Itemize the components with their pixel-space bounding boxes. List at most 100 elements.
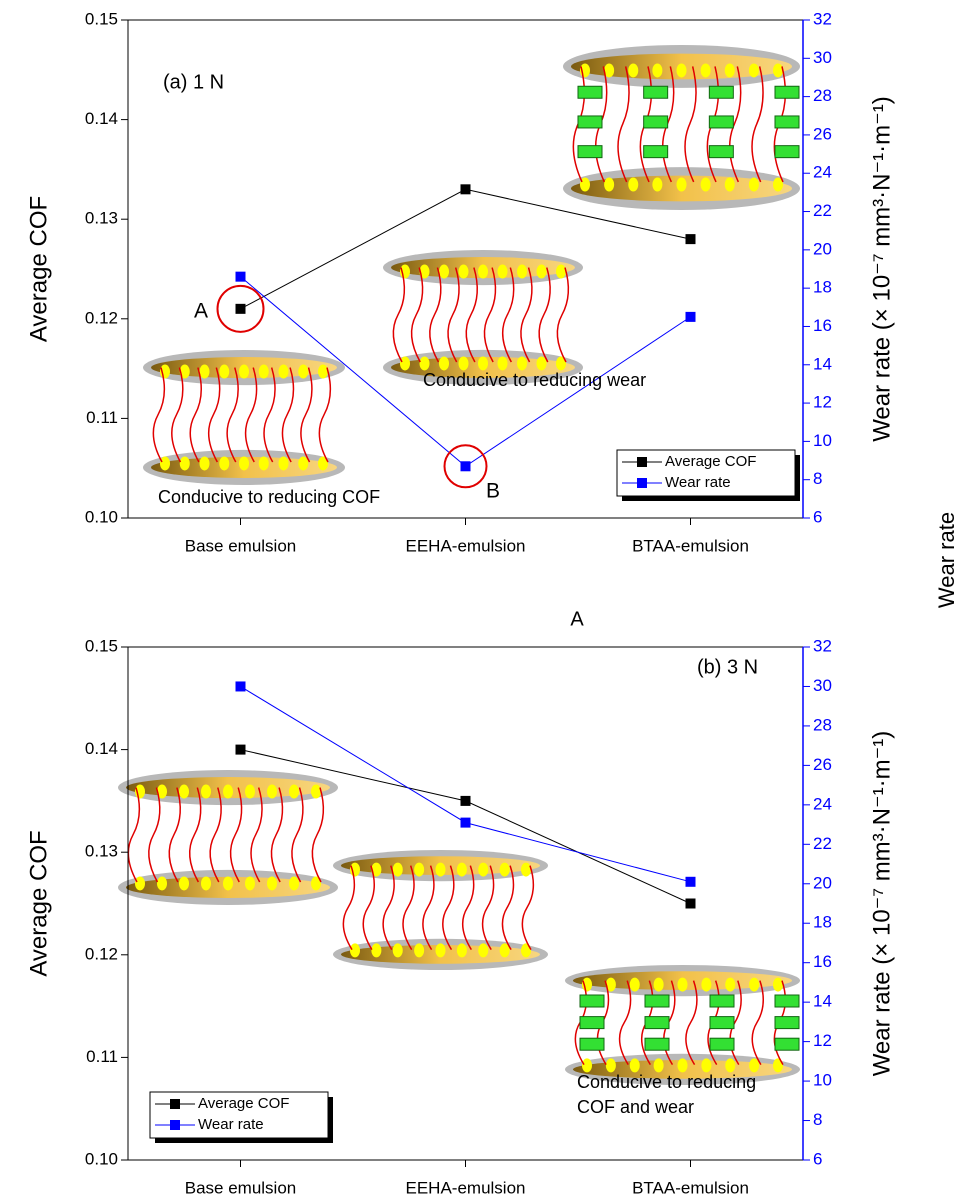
y-tick-label: 0.14	[85, 739, 118, 758]
y2-tick-label: 12	[813, 393, 832, 412]
molecule-head	[582, 1058, 592, 1072]
annotation: Conducive to reducing COF	[158, 487, 380, 507]
molecule-head	[749, 1058, 759, 1072]
molecule-head	[459, 265, 469, 279]
molecule-head	[439, 265, 449, 279]
chain	[557, 268, 568, 363]
molecule-head	[393, 943, 403, 957]
marker	[686, 899, 696, 909]
molecule-head	[725, 1058, 735, 1072]
legend-label: Average COF	[198, 1095, 289, 1112]
ring	[645, 1017, 669, 1029]
molecule-head	[701, 63, 711, 77]
x-tick-label: BTAA-emulsion	[632, 1178, 749, 1197]
molecule-head	[498, 265, 508, 279]
ring	[580, 1017, 604, 1029]
ring	[644, 116, 668, 128]
molecule-head	[259, 456, 269, 470]
figure: A Wear rate 0.100.110.120.130.140.156810…	[0, 0, 962, 1199]
molecule-head	[311, 785, 321, 799]
legend-label: Average COF	[665, 453, 756, 470]
molecule-head	[298, 365, 308, 379]
legend-marker	[637, 457, 647, 467]
molecule-head	[701, 978, 711, 992]
molecule-head	[701, 1058, 711, 1072]
molecule-head	[436, 943, 446, 957]
panel-title: (b) 3 N	[697, 656, 758, 678]
y2-tick-label: 18	[813, 913, 832, 932]
molecule-head	[459, 356, 469, 370]
molecule-head	[420, 356, 430, 370]
chain	[312, 788, 323, 883]
y2-tick-label: 8	[813, 1110, 822, 1129]
ring	[775, 1038, 799, 1050]
chain	[319, 368, 330, 463]
legend-label: Wear rate	[198, 1116, 264, 1133]
molecule-head	[773, 63, 783, 77]
y-tick-label: 0.12	[85, 308, 118, 327]
ring	[775, 146, 799, 158]
molecule-head	[279, 456, 289, 470]
chain	[149, 788, 160, 883]
y2-tick-label: 28	[813, 86, 832, 105]
molecule-head	[652, 178, 662, 192]
molecule-head	[219, 365, 229, 379]
molecule-head	[267, 876, 277, 890]
ring	[580, 995, 604, 1007]
chain	[292, 788, 303, 883]
ring	[775, 995, 799, 1007]
chain	[752, 981, 763, 1065]
molecule-head	[179, 876, 189, 890]
ring	[644, 146, 668, 158]
y2-tick-label: 14	[813, 992, 832, 1011]
y2-tick-label: 6	[813, 1149, 822, 1168]
ring	[710, 1038, 734, 1050]
molecule-head	[259, 365, 269, 379]
ring	[578, 86, 602, 98]
molecule-head	[200, 365, 210, 379]
chain	[522, 866, 533, 950]
y-tick-label: 0.10	[85, 1149, 118, 1168]
y2-tick-label: 22	[813, 201, 832, 220]
molecule-head	[517, 265, 527, 279]
molecule-head	[201, 785, 211, 799]
ring	[775, 86, 799, 98]
molecule-head	[135, 876, 145, 890]
ring	[578, 116, 602, 128]
molecule-head	[478, 863, 488, 877]
ring	[775, 116, 799, 128]
illustration	[333, 850, 548, 970]
y2-tick-label: 26	[813, 755, 832, 774]
molecule-head	[521, 943, 531, 957]
y2-tick-label: 20	[813, 239, 832, 258]
molecule-head	[630, 978, 640, 992]
molecule-head	[556, 265, 566, 279]
legend-label: Wear rate	[665, 474, 731, 491]
molecule-head	[239, 456, 249, 470]
y-tick-label: 0.13	[85, 842, 118, 861]
y2-tick-label: 10	[813, 1071, 832, 1090]
molecule-head	[773, 978, 783, 992]
x-tick-label: EEHA-emulsion	[406, 536, 526, 555]
ring	[709, 116, 733, 128]
marker	[461, 818, 471, 828]
legend-marker	[170, 1099, 180, 1109]
molecule-head	[517, 356, 527, 370]
molecule-head	[478, 943, 488, 957]
molecule-head	[725, 978, 735, 992]
molecule-head	[157, 876, 167, 890]
molecule-head	[393, 863, 403, 877]
marker	[461, 461, 471, 471]
marker	[236, 745, 246, 755]
molecule-head	[245, 876, 255, 890]
molecule-head	[537, 265, 547, 279]
y2-tick-label: 10	[813, 431, 832, 450]
molecule-head	[219, 456, 229, 470]
annotation: Conducive to reducing wear	[423, 370, 646, 390]
y2-axis-label: Wear rate (× 10⁻⁷ mm³·N⁻¹·m⁻¹)	[868, 731, 895, 1077]
molecule-head	[654, 978, 664, 992]
y-tick-label: 0.10	[85, 507, 118, 526]
molecule-head	[223, 785, 233, 799]
marker	[686, 312, 696, 322]
y2-axis-label: Wear rate (× 10⁻⁷ mm³·N⁻¹·m⁻¹)	[868, 96, 895, 442]
